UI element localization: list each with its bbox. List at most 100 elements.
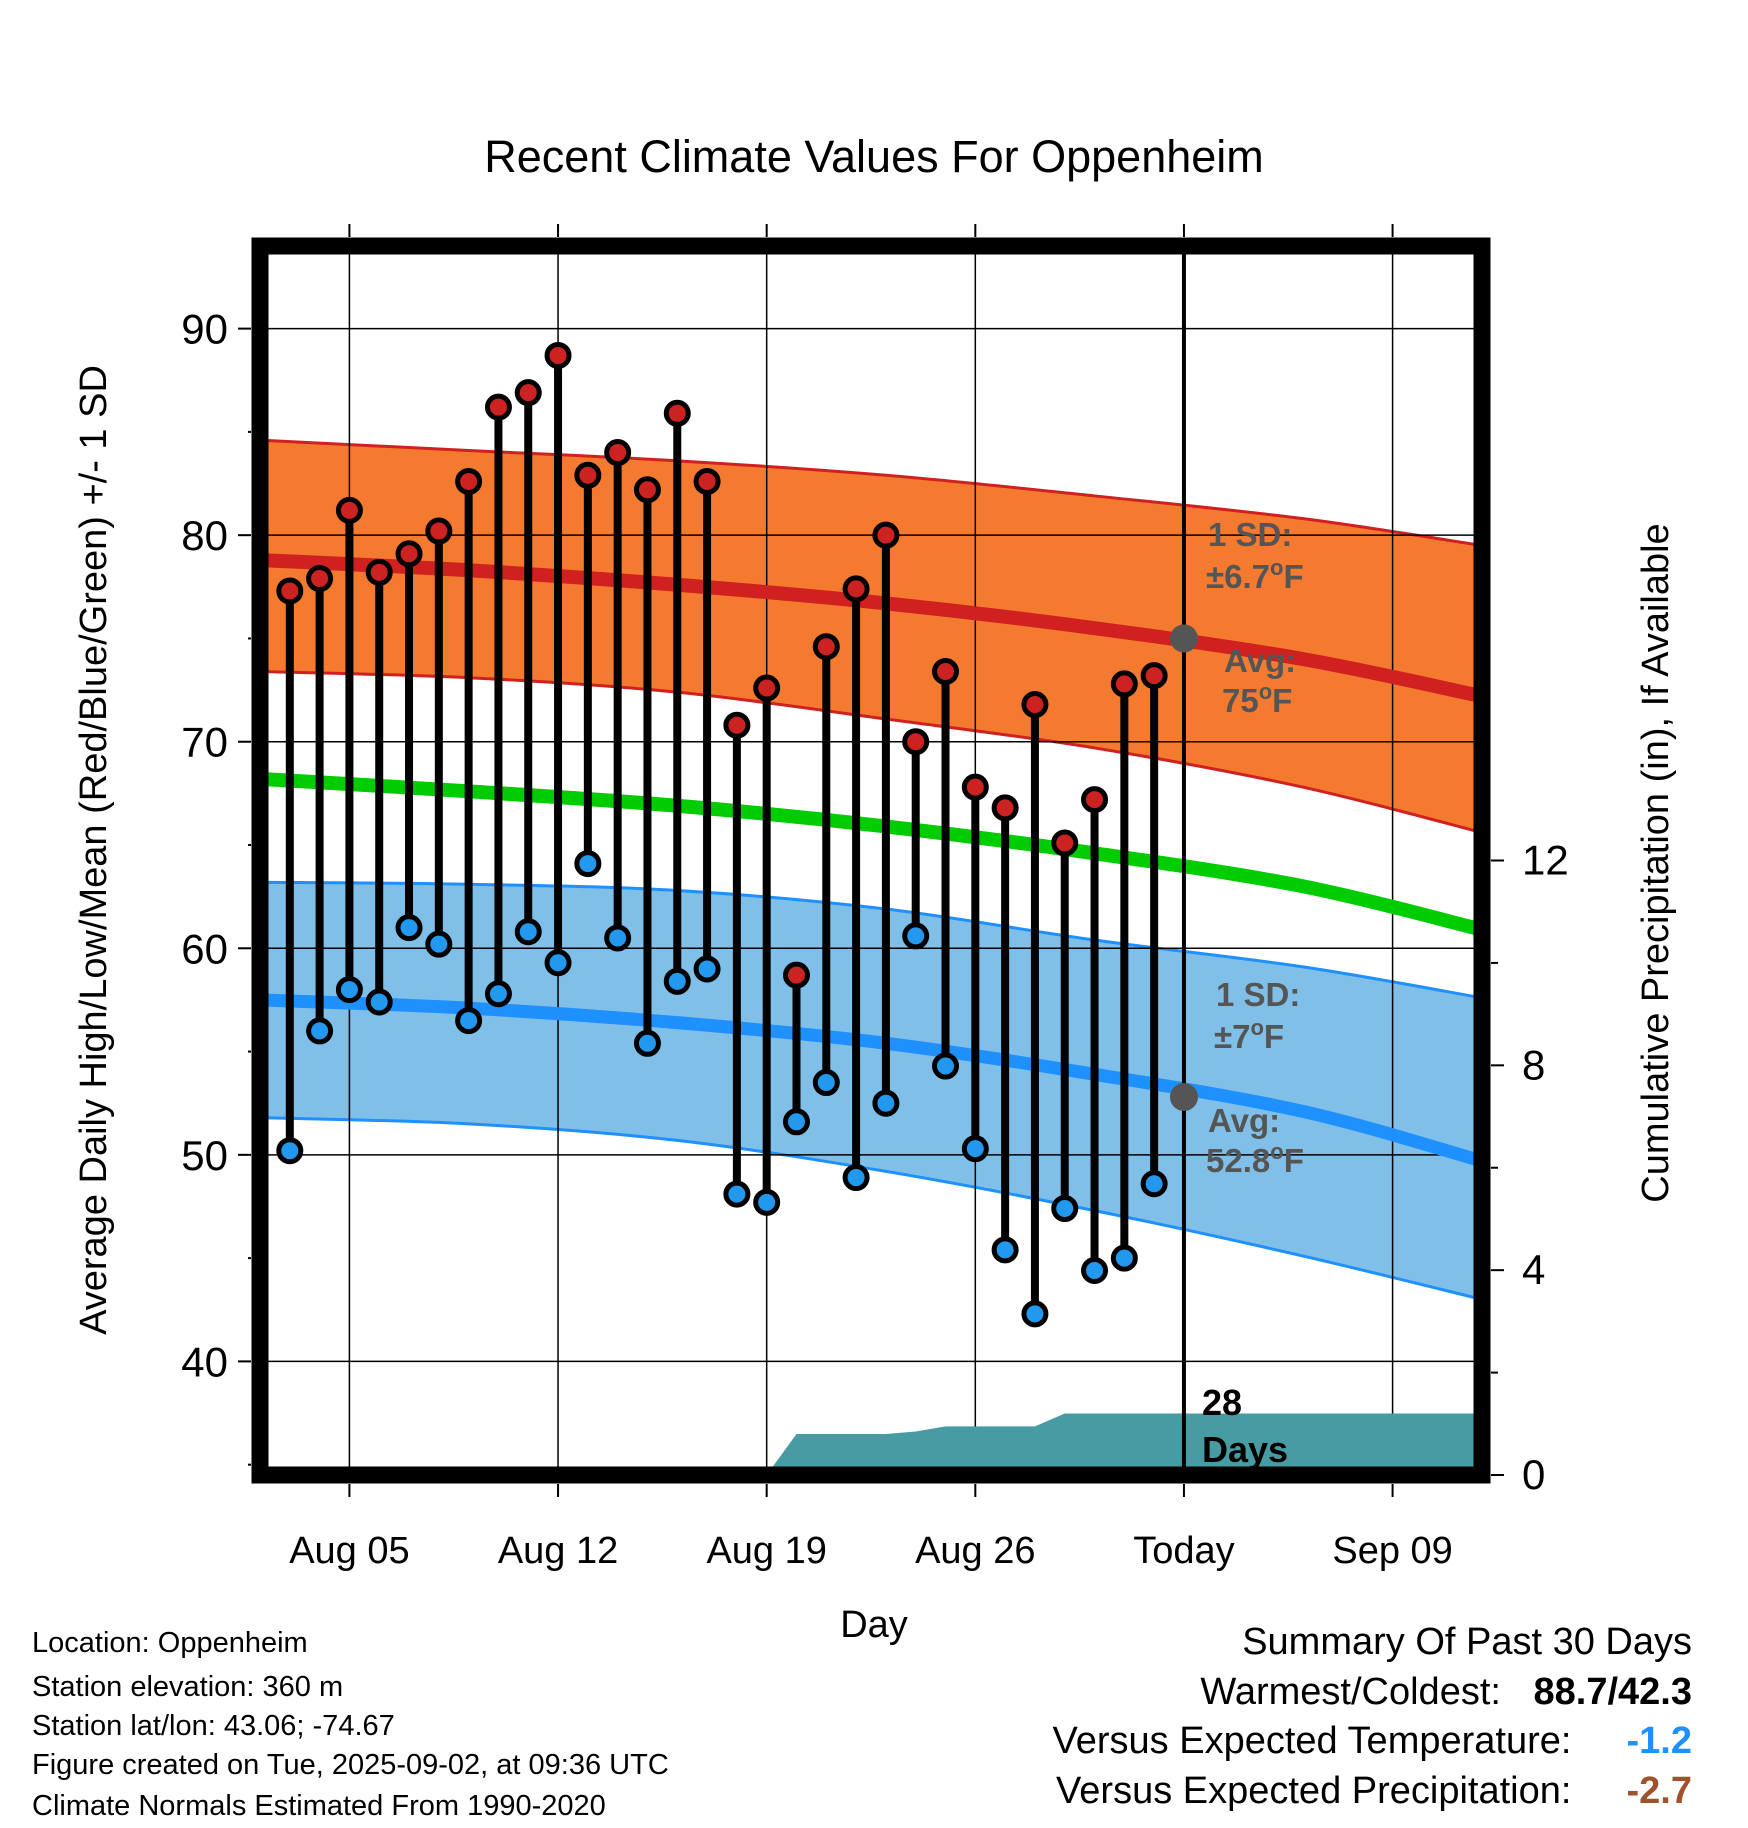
observed-high-point xyxy=(961,773,989,801)
observed-high-point xyxy=(395,540,423,568)
high-sd-band-upper-edge xyxy=(260,438,1482,547)
high-avg-value-unit: F xyxy=(1272,682,1292,719)
summary-temp: Versus Expected Temperature: -1.2 xyxy=(1053,1720,1692,1763)
observed-low-point xyxy=(306,1017,334,1045)
low-avg-value: 52.8oF xyxy=(1206,1139,1304,1179)
info-latlon: Station lat/lon: 43.06; -74.67 xyxy=(32,1710,395,1742)
y-axis-label-left: Average Daily High/Low/Mean (Red/Blue/Gr… xyxy=(73,365,115,1335)
observed-low-point xyxy=(335,976,363,1004)
high-avg-value-value: 75 xyxy=(1222,682,1259,719)
high-sd-label: 1 SD: xyxy=(1208,516,1292,553)
low-sd-value-degree: o xyxy=(1250,1015,1263,1040)
x-tick-label: Sep 09 xyxy=(1332,1530,1452,1572)
info-elevation: Station elevation: 360 m xyxy=(32,1671,344,1703)
observed-high-point xyxy=(455,467,483,495)
y-right-tick-label: 0 xyxy=(1522,1451,1545,1498)
observed-low-point xyxy=(1021,1300,1049,1328)
x-tick-label: Aug 26 xyxy=(915,1530,1035,1572)
observed-high-point xyxy=(991,794,1019,822)
observed-high-point xyxy=(1081,786,1109,814)
plot-frame xyxy=(251,237,1491,1484)
observed-low-point xyxy=(574,850,602,878)
high-sd-value-degree: o xyxy=(1270,555,1283,580)
low-avg-value-degree: o xyxy=(1270,1139,1283,1164)
observed-high-point xyxy=(425,517,453,545)
y-tick-label: 50 xyxy=(181,1132,228,1179)
info-normals: Climate Normals Estimated From 1990-2020 xyxy=(32,1790,606,1822)
summary-warmest-label: Warmest/Coldest: xyxy=(1200,1671,1501,1713)
observed-low-point xyxy=(753,1188,781,1216)
observed-high-point xyxy=(544,341,572,369)
y-axis-label-right: Cumulative Precipitation (in), If Availa… xyxy=(1635,523,1677,1202)
summary-precip-label: Versus Expected Precipitation: xyxy=(1056,1770,1572,1812)
observed-high-point xyxy=(693,467,721,495)
observed-low-point xyxy=(1140,1170,1168,1198)
observed-low-point xyxy=(1081,1257,1109,1285)
info-created: Figure created on Tue, 2025-09-02, at 09… xyxy=(32,1749,669,1781)
high-avg-label: Avg: xyxy=(1224,642,1296,679)
observed-low-point xyxy=(842,1164,870,1192)
high-sd-value-value: ±6.7 xyxy=(1206,558,1270,595)
summary-precip-value: -2.7 xyxy=(1626,1770,1692,1812)
observed-high-point xyxy=(663,399,691,427)
low-sd-value-value: ±7 xyxy=(1214,1018,1250,1055)
observed-high-point xyxy=(604,439,632,467)
summary-warmest-value: 88.7/42.3 xyxy=(1533,1671,1692,1713)
info-latlon-row: Station lat/lon: 43.06; -74.67 xyxy=(32,1709,395,1743)
y-right-tick-label: 8 xyxy=(1522,1041,1545,1088)
observed-high-point xyxy=(484,393,512,421)
observed-high-point xyxy=(782,961,810,989)
y-tick-label: 70 xyxy=(181,719,228,766)
observed-high-point xyxy=(1110,670,1138,698)
observed-low-point xyxy=(276,1137,304,1165)
observed-low-point xyxy=(932,1052,960,1080)
today-days-label-word: Days xyxy=(1202,1429,1288,1470)
chart-title: Recent Climate Values For Oppenheim xyxy=(484,131,1264,182)
low-avg-label: Avg: xyxy=(1208,1102,1280,1139)
observed-high-point xyxy=(1051,829,1079,857)
observed-low-point xyxy=(425,930,453,958)
observed-low-point xyxy=(1110,1244,1138,1272)
observed-high-point xyxy=(902,728,930,756)
observed-low-point xyxy=(514,918,542,946)
observed-high-point xyxy=(306,565,334,593)
summary-temp-value: -1.2 xyxy=(1626,1720,1692,1762)
x-axis-label: Day xyxy=(840,1604,908,1646)
info-created-row: Figure created on Tue, 2025-09-02, at 09… xyxy=(32,1748,669,1782)
observed-low-point xyxy=(693,955,721,983)
high-avg-value: 75oF xyxy=(1222,679,1292,719)
x-tick-label: Aug 05 xyxy=(289,1530,409,1572)
observed-high-point xyxy=(574,461,602,489)
summary-warmest: Warmest/Coldest: 88.7/42.3 xyxy=(1200,1671,1692,1714)
y-right-tick-label: 4 xyxy=(1522,1246,1545,1293)
today-high-avg-marker xyxy=(1169,624,1198,653)
low-sd-value: ±7oF xyxy=(1214,1015,1284,1055)
observed-low-point xyxy=(902,922,930,950)
low-sd-band-lower-edge xyxy=(260,1116,1482,1301)
low-sd-label: 1 SD: xyxy=(1216,976,1300,1013)
x-tick-label: Aug 12 xyxy=(498,1530,618,1572)
high-avg-value-degree: o xyxy=(1259,679,1272,704)
high-sd-value: ±6.7oF xyxy=(1206,555,1304,595)
observed-low-point xyxy=(455,1007,483,1035)
observed-low-point xyxy=(991,1236,1019,1264)
y-tick-label: 40 xyxy=(181,1338,228,1385)
observed-high-point xyxy=(1140,662,1168,690)
info-elevation-row: Station elevation: 360 m xyxy=(32,1670,343,1704)
observed-high-point xyxy=(842,575,870,603)
station-info: Location: Oppenheim xyxy=(32,1626,308,1660)
observed-high-point xyxy=(276,577,304,605)
observed-low-point xyxy=(872,1089,900,1117)
observed-low-point xyxy=(663,967,691,995)
observed-low-point xyxy=(723,1180,751,1208)
high-sd-value-unit: F xyxy=(1283,558,1303,595)
observed-low-point xyxy=(484,980,512,1008)
observed-low-point xyxy=(782,1108,810,1136)
observed-low-point xyxy=(395,914,423,942)
observed-high-point xyxy=(335,496,363,524)
precip-area xyxy=(766,1413,1482,1475)
observed-low-point xyxy=(544,949,572,977)
